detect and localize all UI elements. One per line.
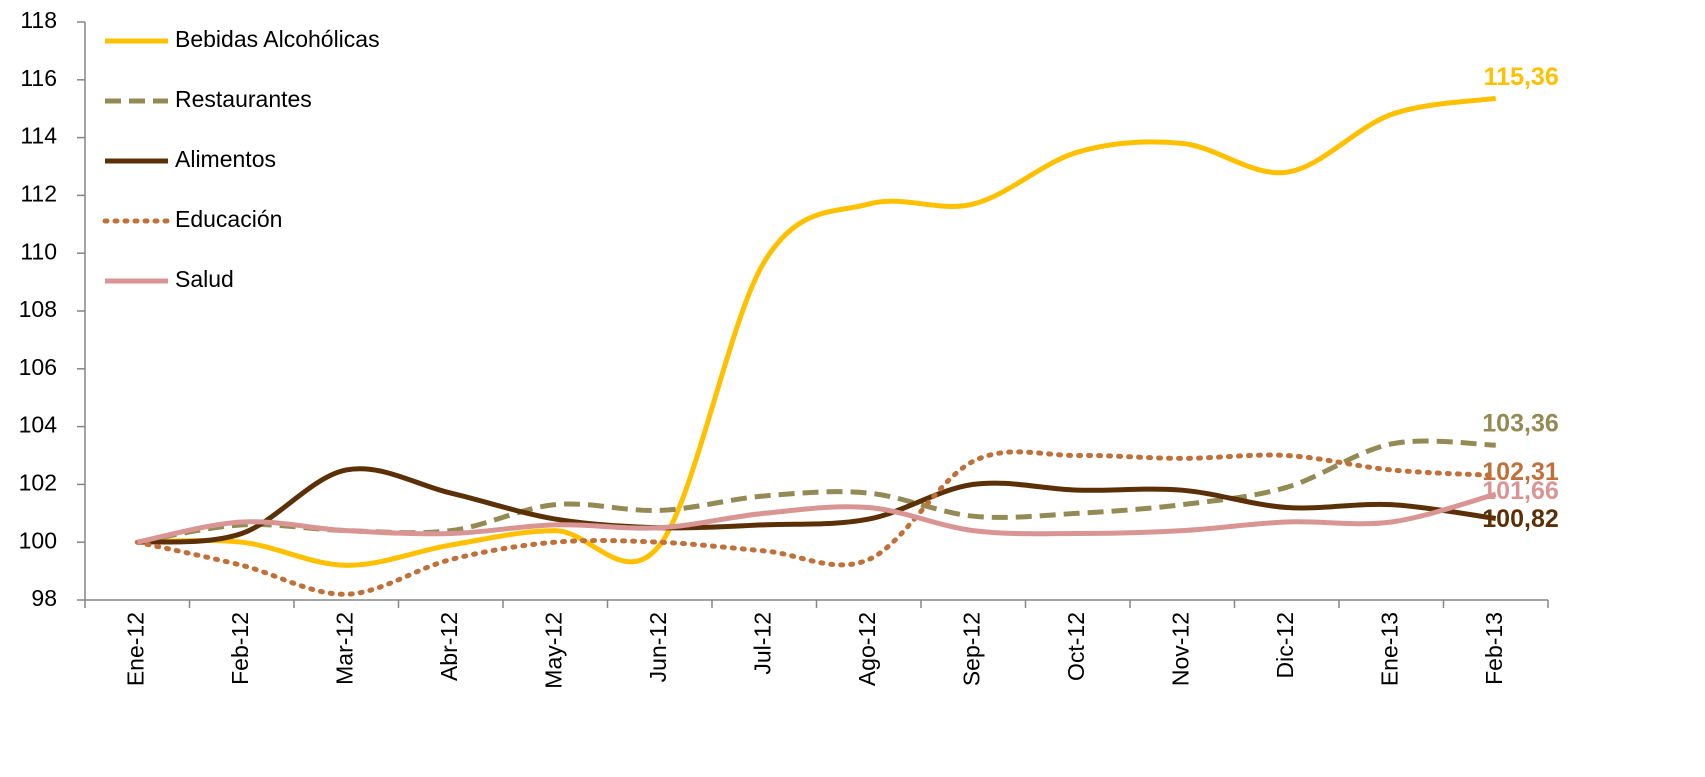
data-label: 100,82 [1482,505,1558,533]
data-label: 101,66 [1482,477,1558,505]
x-tick-label: Jul-12 [749,612,775,675]
y-tick-label: 106 [19,354,57,380]
x-tick-label: Abr-12 [436,612,462,681]
x-tick-label: Jun-12 [645,612,671,682]
x-tick-label: Oct-12 [1063,612,1089,681]
legend-label: Bebidas Alcohólicas [175,26,380,52]
x-tick-label: Sep-12 [958,612,984,686]
legend-label: Educación [175,206,282,232]
series-line [137,95,1497,568]
y-tick-label: 102 [19,469,57,495]
y-tick-label: 114 [20,123,57,149]
series-line [137,466,1497,545]
x-tick-label: May-12 [540,612,566,689]
y-tick-label: 98 [31,585,57,611]
x-tick-label: Ago-12 [854,612,880,686]
y-tick-label: 118 [20,7,57,33]
legend-label: Alimentos [175,146,276,172]
series-line [134,449,1499,597]
x-tick-label: Ene-12 [122,612,148,686]
x-tick-label: Feb-12 [227,612,253,685]
series-line [136,491,1497,545]
x-tick-label: Ene-13 [1376,612,1402,686]
x-tick-label: Feb-13 [1481,612,1507,685]
legend-label: Salud [175,266,234,292]
data-label: 103,36 [1482,410,1558,438]
x-tick-label: Mar-12 [331,612,357,685]
y-tick-label: 116 [20,65,57,91]
data-label: 102,31 [1482,458,1559,486]
y-tick-label: 100 [19,527,57,553]
legend-label: Restaurantes [175,86,312,112]
x-tick-label: Dic-12 [1272,612,1298,678]
y-tick-label: 110 [20,238,57,264]
y-tick-label: 112 [20,180,57,206]
data-label: 115,36 [1484,63,1559,91]
x-tick-label: Nov-12 [1167,612,1193,686]
y-tick-label: 104 [19,412,58,438]
y-tick-label: 108 [19,296,57,322]
